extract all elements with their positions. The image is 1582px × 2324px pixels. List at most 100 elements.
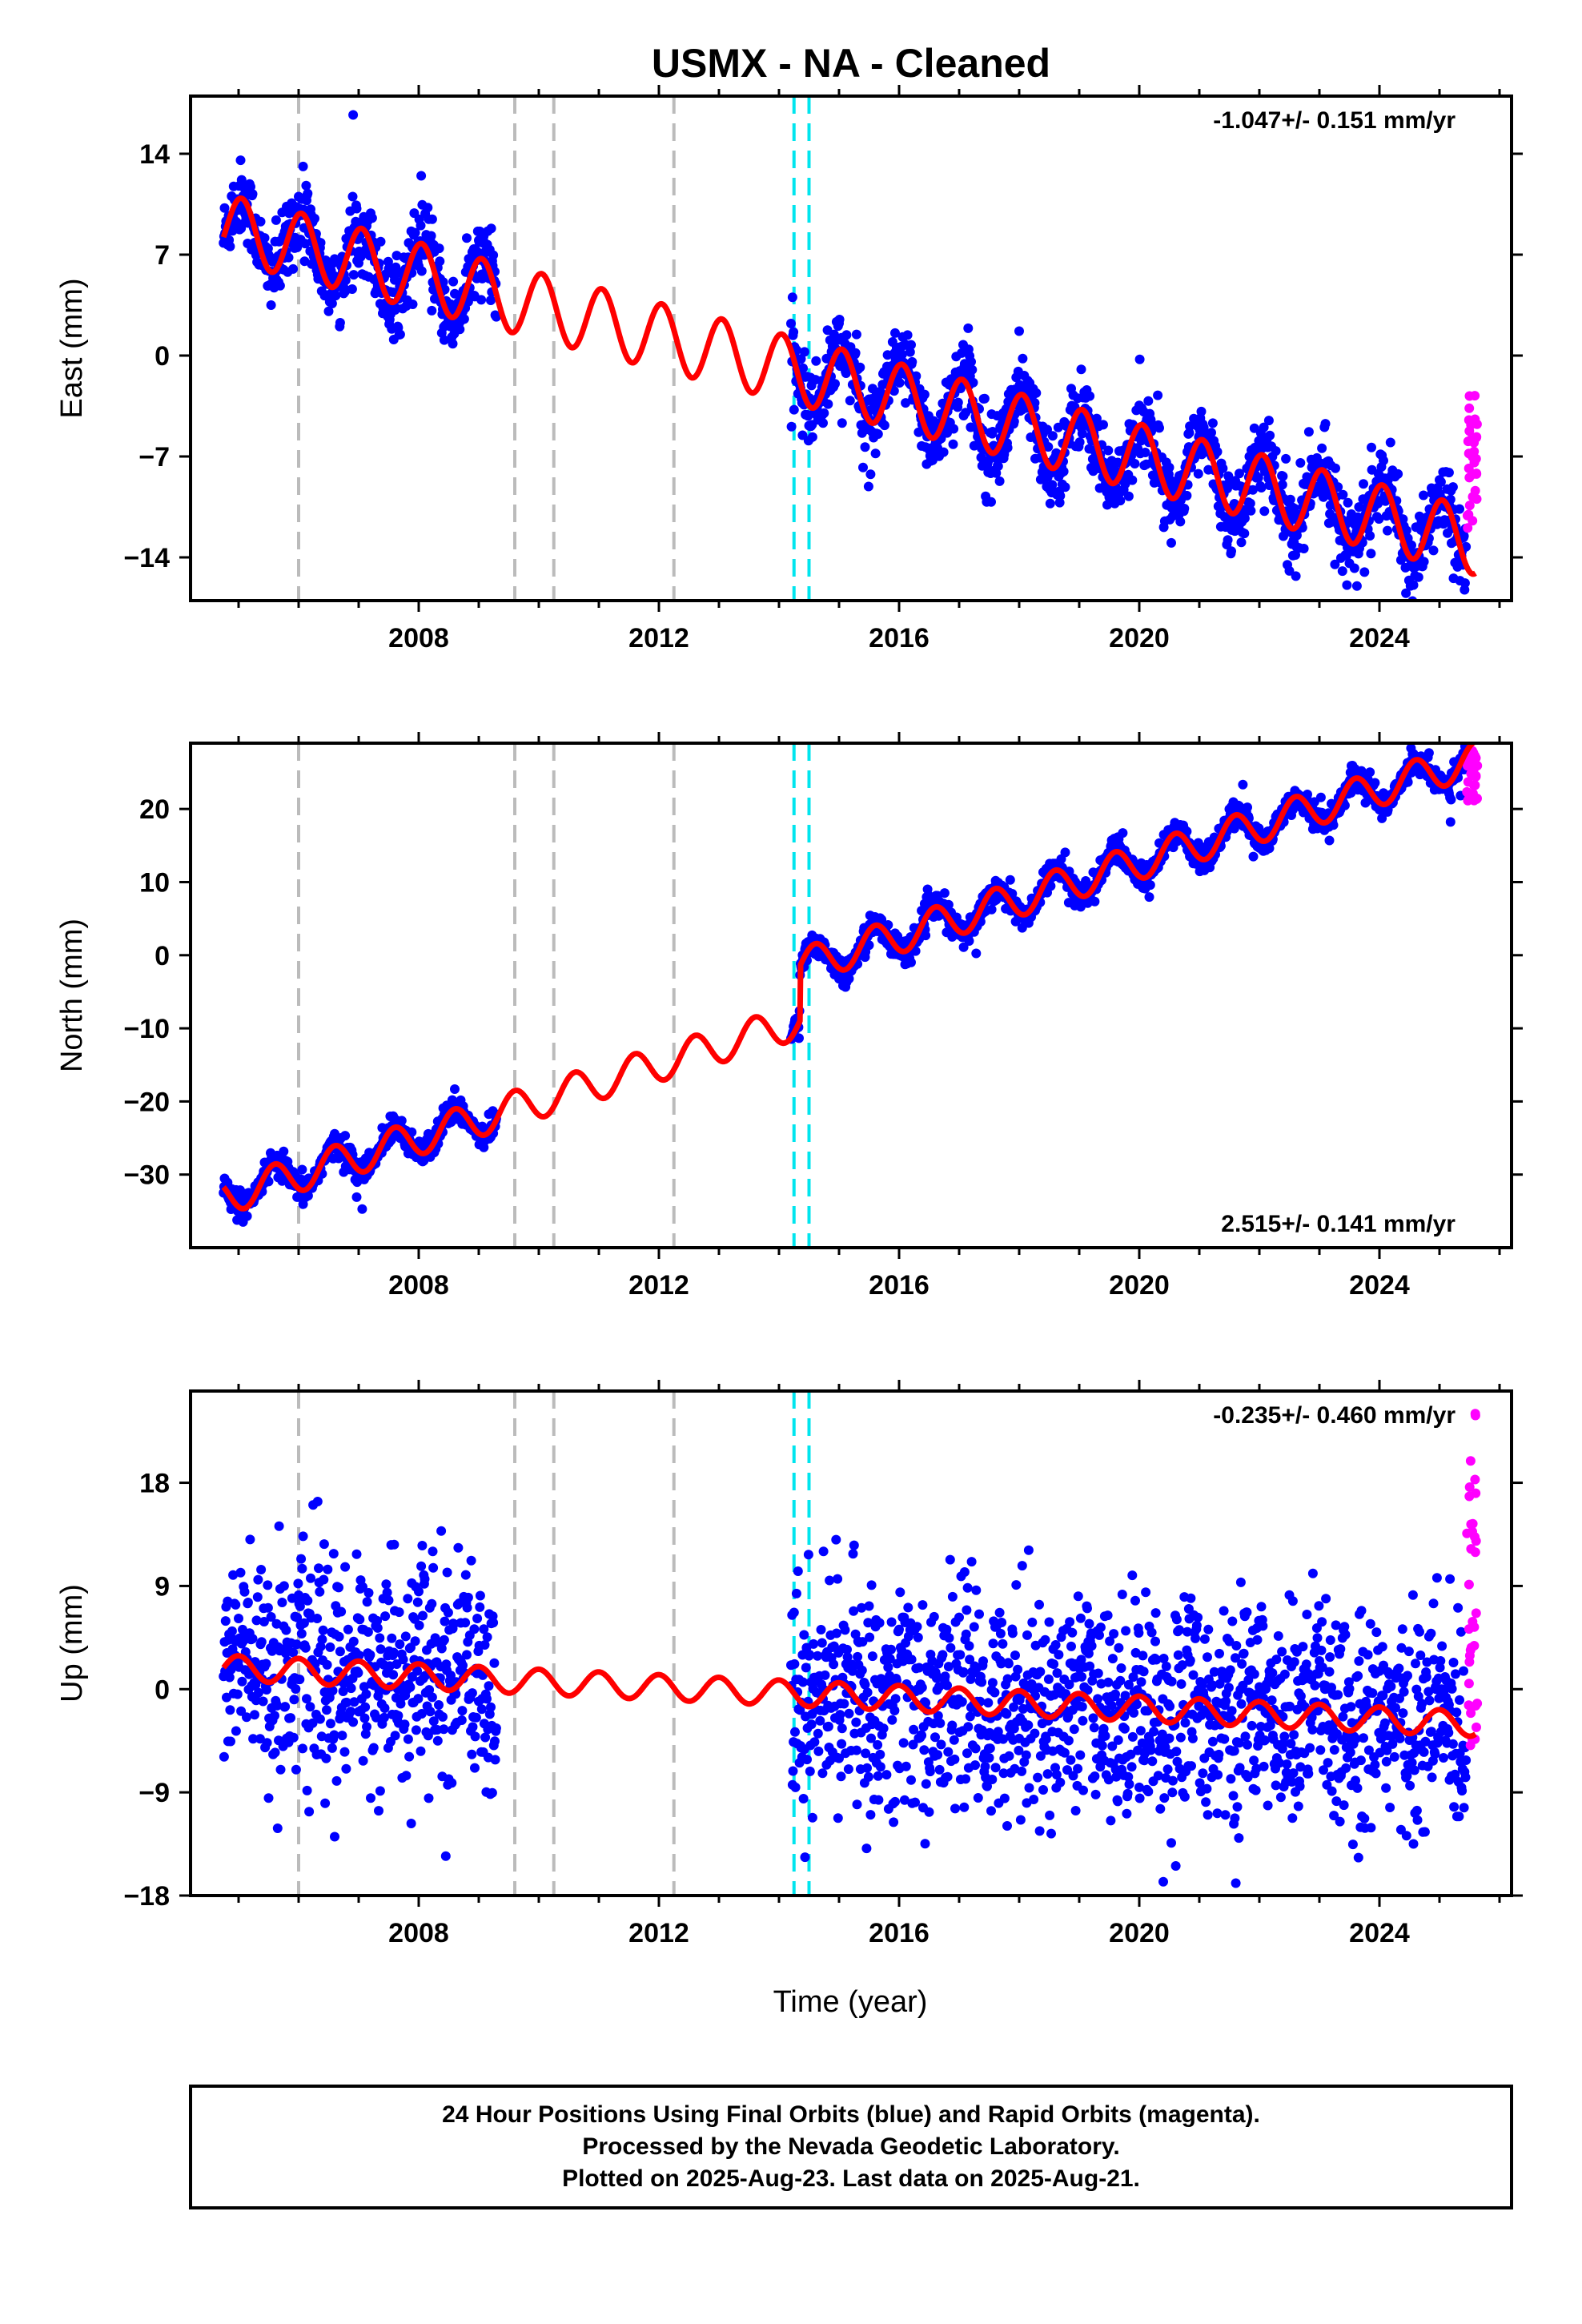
data-point xyxy=(488,250,499,260)
data-point xyxy=(1446,794,1456,805)
data-point xyxy=(410,227,420,238)
data-point xyxy=(375,1786,385,1796)
data-point xyxy=(870,448,881,459)
data-point xyxy=(1115,496,1126,506)
data-point xyxy=(1263,416,1274,426)
data-point xyxy=(1299,544,1309,553)
data-point xyxy=(976,452,986,463)
data-point xyxy=(1058,466,1069,476)
data-point xyxy=(813,1728,823,1739)
data-point xyxy=(327,299,337,308)
data-point xyxy=(1090,896,1100,907)
data-point xyxy=(450,1084,460,1094)
data-point xyxy=(967,364,978,375)
data-point xyxy=(1330,559,1340,569)
data-point xyxy=(865,1810,876,1820)
data-point xyxy=(875,1749,885,1759)
data-point xyxy=(438,277,448,287)
data-point xyxy=(995,1628,1006,1638)
data-point xyxy=(347,284,357,294)
data-point xyxy=(889,386,899,396)
data-point xyxy=(439,335,449,345)
data-point xyxy=(851,1717,861,1727)
data-point xyxy=(1098,420,1108,430)
data-point xyxy=(1144,892,1154,903)
y-tick-label: 7 xyxy=(155,240,170,271)
data-point xyxy=(362,1597,372,1607)
data-point xyxy=(862,1687,873,1698)
data-point xyxy=(330,1831,339,1842)
rapid-data-point xyxy=(1464,501,1475,511)
data-point xyxy=(1408,580,1419,590)
data-point xyxy=(800,1852,810,1863)
data-point xyxy=(320,1798,331,1808)
data-point xyxy=(862,1763,872,1773)
data-point xyxy=(998,1638,1008,1649)
data-point xyxy=(986,904,997,915)
data-point xyxy=(1370,778,1380,788)
data-point xyxy=(1367,442,1376,452)
y-tick-label: −14 xyxy=(123,543,170,573)
data-point xyxy=(879,420,889,431)
data-point xyxy=(919,1745,930,1755)
data-point xyxy=(355,251,366,262)
data-point xyxy=(1120,479,1130,489)
data-point xyxy=(235,1567,246,1578)
data-point xyxy=(1009,416,1019,427)
data-point xyxy=(423,203,433,213)
data-point xyxy=(466,1555,476,1566)
data-point xyxy=(234,1614,243,1623)
rapid-data-point xyxy=(1463,523,1473,533)
data-point xyxy=(986,1806,996,1816)
data-point xyxy=(954,1612,964,1622)
data-point xyxy=(1253,472,1263,483)
data-point xyxy=(1164,462,1174,472)
data-point xyxy=(1428,545,1439,556)
data-point xyxy=(791,1588,801,1598)
data-point xyxy=(315,1714,325,1724)
y-tick-label: −10 xyxy=(123,1014,170,1044)
data-point xyxy=(1077,428,1087,439)
data-point xyxy=(961,1629,971,1639)
data-point xyxy=(1256,483,1267,493)
data-point xyxy=(261,1659,271,1669)
data-point xyxy=(243,1598,253,1607)
data-point xyxy=(363,1626,373,1637)
data-point xyxy=(939,888,950,899)
data-point xyxy=(920,1839,930,1849)
data-point xyxy=(988,1638,998,1649)
data-point xyxy=(467,1688,477,1699)
data-point xyxy=(835,1710,845,1720)
data-point xyxy=(1140,448,1150,457)
rapid-data-point xyxy=(1469,457,1480,468)
data-point xyxy=(1235,468,1244,479)
data-point xyxy=(968,377,978,388)
data-point xyxy=(331,1775,342,1786)
data-point xyxy=(886,1617,897,1627)
data-point xyxy=(440,1616,450,1626)
data-point xyxy=(963,1722,974,1732)
data-point xyxy=(219,203,230,213)
final-orbit-points xyxy=(219,110,1472,601)
data-point xyxy=(335,1647,345,1657)
data-point xyxy=(1247,485,1258,495)
data-point xyxy=(844,1708,854,1719)
data-point xyxy=(811,356,821,366)
data-point xyxy=(398,1655,408,1665)
data-point xyxy=(351,1192,362,1202)
data-point xyxy=(476,1704,487,1715)
data-point xyxy=(1014,326,1024,336)
data-point xyxy=(936,1739,946,1750)
data-point xyxy=(851,1745,861,1755)
data-point xyxy=(1103,445,1114,456)
data-point xyxy=(406,1819,416,1828)
data-point xyxy=(823,399,833,409)
data-point xyxy=(304,1807,315,1817)
data-point xyxy=(809,1638,819,1649)
data-point xyxy=(887,1715,897,1725)
data-point xyxy=(1320,419,1331,429)
data-point xyxy=(997,1618,1007,1627)
data-point xyxy=(1285,494,1295,505)
data-point xyxy=(424,1793,434,1803)
